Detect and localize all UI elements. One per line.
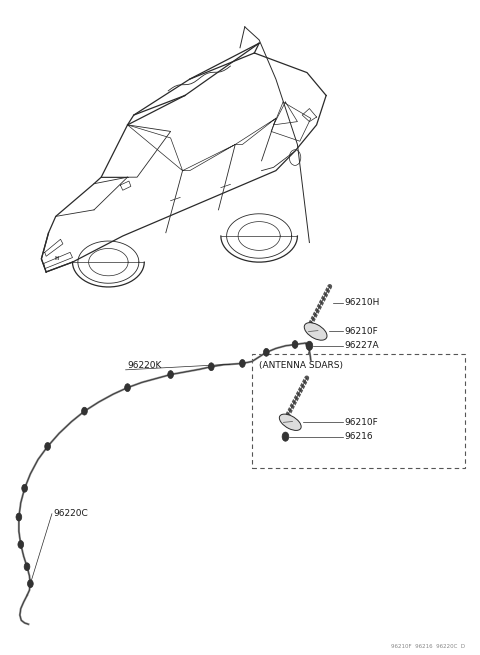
Circle shape (27, 580, 33, 588)
Circle shape (264, 348, 269, 356)
Circle shape (240, 360, 245, 367)
Circle shape (208, 363, 214, 371)
Ellipse shape (304, 323, 327, 340)
Circle shape (82, 407, 87, 415)
Circle shape (292, 341, 298, 348)
Circle shape (282, 432, 289, 441)
Circle shape (306, 341, 313, 350)
Circle shape (45, 443, 50, 451)
Circle shape (24, 563, 30, 571)
Text: 96220K: 96220K (128, 361, 162, 370)
Text: (ANTENNA SDARS): (ANTENNA SDARS) (259, 362, 343, 371)
Text: 96227A: 96227A (344, 341, 379, 350)
Circle shape (22, 484, 27, 492)
Circle shape (16, 513, 22, 521)
Bar (252, 354, 465, 468)
Text: 96210H: 96210H (344, 298, 380, 307)
Circle shape (289, 150, 301, 166)
Circle shape (125, 384, 131, 392)
Circle shape (168, 371, 173, 379)
Text: 96210F: 96210F (344, 418, 378, 427)
Text: 96220C: 96220C (53, 510, 88, 518)
Text: 96210F  96216  96220C  D: 96210F 96216 96220C D (391, 644, 465, 649)
Text: 96210F: 96210F (344, 327, 378, 336)
Text: 96216: 96216 (344, 432, 373, 441)
Circle shape (18, 540, 24, 548)
Ellipse shape (279, 414, 301, 430)
Text: H: H (55, 256, 59, 261)
